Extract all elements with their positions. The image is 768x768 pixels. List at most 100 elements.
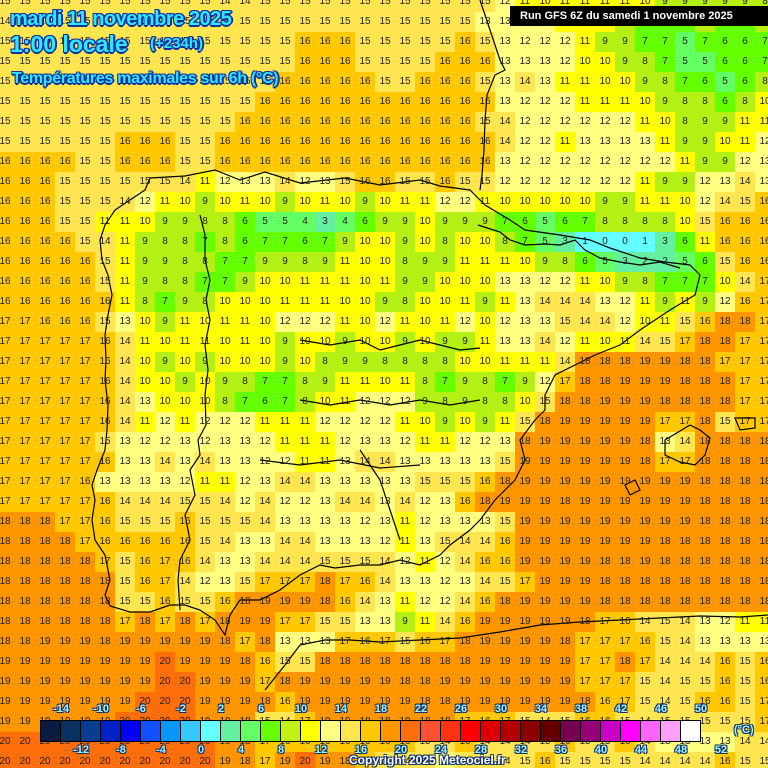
legend-label-bottom: 36	[554, 744, 568, 756]
field-cell	[0, 132, 15, 152]
field-cell	[0, 52, 15, 72]
field-cell	[515, 52, 535, 72]
temperature-value: 13	[179, 456, 191, 467]
temperature-value: 13	[259, 476, 271, 487]
legend-swatch	[341, 721, 361, 741]
temperature-value: 10	[579, 56, 591, 67]
temperature-value: 12	[599, 116, 611, 127]
temperature-value: 12	[619, 296, 631, 307]
temperature-value: 15	[399, 36, 411, 47]
legend-label-bottom: 4	[237, 744, 245, 756]
temperature-value: 7	[202, 236, 208, 247]
temperature-value: 18	[459, 636, 471, 647]
field-cell	[315, 132, 335, 152]
field-cell	[55, 132, 75, 152]
temperature-value: 10	[139, 356, 151, 367]
temperature-value: 16	[459, 96, 471, 107]
temperature-value: 15	[279, 36, 291, 47]
legend-label-bottom: 0	[197, 744, 205, 756]
temperature-value: 17	[19, 396, 31, 407]
temperature-value: 11	[119, 276, 131, 287]
temperature-value: 15	[479, 116, 491, 127]
temperature-value: 12	[619, 156, 631, 167]
temperature-value: 19	[619, 416, 631, 427]
field-cell	[595, 172, 615, 192]
temperature-value: 18	[0, 616, 11, 627]
temperature-value: 13	[479, 16, 491, 27]
temperature-value: 15	[0, 0, 11, 7]
temperature-value: 19	[79, 636, 91, 647]
temperature-value: 19	[519, 516, 531, 527]
temperature-value: 19	[639, 356, 651, 367]
temperature-value: 15	[239, 56, 251, 67]
temperature-value: 16	[759, 216, 768, 227]
temperature-value: 9	[242, 276, 248, 287]
temperature-value: 15	[659, 616, 671, 627]
temperature-value: 15	[339, 16, 351, 27]
temperature-value: 18	[699, 496, 711, 507]
temperature-value: 15	[199, 116, 211, 127]
temperature-value: 9	[622, 56, 628, 67]
temperature-value: 18	[559, 636, 571, 647]
temperature-value: 15	[419, 16, 431, 27]
field-cell	[15, 0, 35, 12]
temperature-value: 12	[659, 156, 671, 167]
temperature-value: 18	[559, 496, 571, 507]
temperature-value: 16	[39, 316, 51, 327]
temperature-value: 13	[379, 516, 391, 527]
temperature-value: 17	[379, 636, 391, 647]
temperature-value: 12	[559, 116, 571, 127]
temperature-value: 18	[79, 616, 91, 627]
temperature-value: 19	[619, 496, 631, 507]
field-cell	[435, 52, 455, 72]
temperature-value: 11	[479, 256, 491, 267]
temperature-value: 12	[219, 416, 231, 427]
temperature-value: 12	[159, 416, 171, 427]
field-cell	[255, 12, 275, 32]
temperature-value: 18	[579, 376, 591, 387]
temperature-value: 7	[262, 376, 268, 387]
legend-label-top: 38	[574, 703, 588, 715]
field-cell	[315, 152, 335, 172]
field-cell	[635, 152, 655, 172]
temperature-value: 15	[119, 576, 131, 587]
temperature-value: 17	[19, 496, 31, 507]
temperature-value: 15	[419, 0, 431, 7]
temperature-value: 9	[342, 336, 348, 347]
temperature-value: 8	[562, 256, 568, 267]
field-cell	[555, 32, 575, 52]
temperature-value: 16	[319, 36, 331, 47]
temperature-value: 12	[599, 156, 611, 167]
temperature-value: 11	[639, 296, 651, 307]
field-cell	[95, 72, 115, 92]
temperature-value: 18	[0, 516, 11, 527]
temperature-value: 6	[562, 216, 568, 227]
temperature-value: 11	[399, 416, 411, 427]
temperature-value: 16	[0, 216, 11, 227]
temperature-value: 17	[19, 436, 31, 447]
field-cell	[175, 132, 195, 152]
temperature-value: 18	[699, 556, 711, 567]
field-cell	[175, 112, 195, 132]
temperature-value: 10	[459, 356, 471, 367]
field-cell	[695, 172, 715, 192]
temperature-value: 19	[619, 396, 631, 407]
temperature-value: 19	[539, 576, 551, 587]
temperature-value: 15	[99, 316, 111, 327]
temperature-value: 19	[599, 416, 611, 427]
temperature-value: 6	[742, 56, 748, 67]
temperature-value: 19	[559, 556, 571, 567]
temperature-value: 12	[539, 116, 551, 127]
temperature-value: 16	[99, 496, 111, 507]
temperature-value: 15	[339, 616, 351, 627]
temperature-value: 16	[259, 656, 271, 667]
temperature-value: 17	[719, 356, 731, 367]
temperature-value: 19	[299, 676, 311, 687]
temperature-value: 12	[279, 316, 291, 327]
temperature-value: 14	[499, 136, 511, 147]
temperature-value: 10	[719, 136, 731, 147]
legend-label-top: -14	[53, 703, 69, 715]
field-cell	[415, 0, 435, 12]
temperature-value: 15	[0, 136, 11, 147]
field-cell	[575, 92, 595, 112]
